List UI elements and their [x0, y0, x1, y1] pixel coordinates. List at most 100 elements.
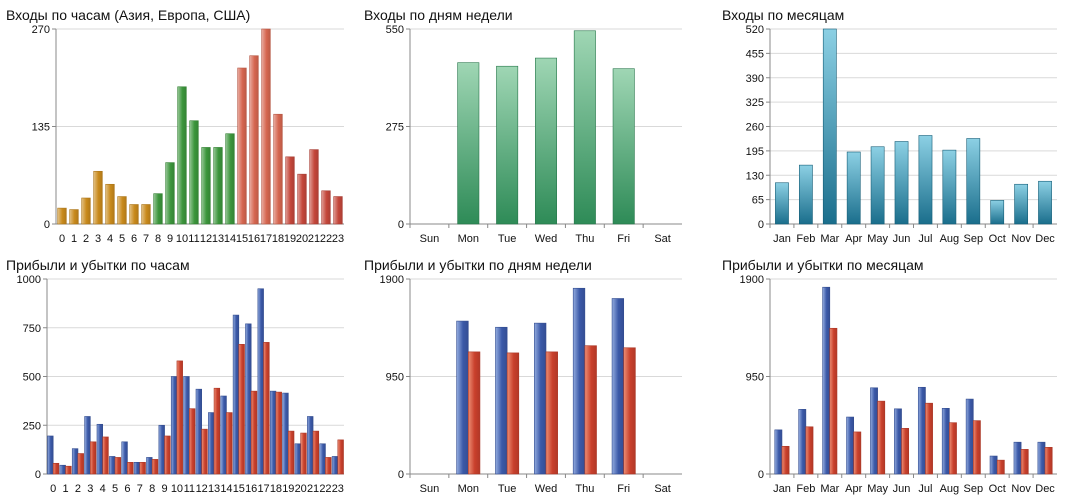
chart-svg: Входы по дням недели 0 275 550 Sun Mon Tue Wed T…	[364, 7, 682, 245]
x-tick-label: May	[867, 483, 888, 495]
chart-profit-loss-by-weekday: Прибыли и убытки по дням недели 0 950 1900 S…	[358, 250, 716, 500]
bar	[213, 147, 223, 225]
bar	[584, 345, 597, 475]
bar	[273, 113, 283, 225]
x-tick-label: 2	[83, 233, 89, 245]
x-tick-label: Aug	[940, 483, 960, 495]
bar	[1014, 183, 1029, 225]
x-tick-label: Sun	[420, 483, 440, 495]
x-tick-label: Apr	[845, 483, 862, 495]
x-tick-label: Oct	[989, 483, 1006, 495]
x-tick-label: 23	[332, 483, 344, 495]
chart-title: Входы по месяцам	[722, 7, 844, 23]
bar	[467, 351, 481, 475]
bar	[1038, 180, 1052, 225]
bar	[176, 360, 183, 475]
x-tick-label: 6	[131, 233, 137, 245]
bar	[105, 183, 115, 225]
x-tick-label: Sep	[964, 483, 984, 495]
bar	[321, 190, 331, 225]
x-tick-label: 23	[332, 233, 344, 245]
x-tick-label: 20	[296, 233, 308, 245]
bar	[220, 395, 227, 475]
bar	[71, 448, 79, 475]
x-tick-label: 8	[155, 233, 161, 245]
bar	[333, 196, 343, 225]
x-tick-label: 10	[171, 483, 183, 495]
bar	[189, 408, 196, 475]
chart-svg: Прибыли и убытки по дням недели 0 950 1900 S…	[364, 257, 682, 495]
x-tick-label: 2	[75, 483, 81, 495]
x-tick-label: Mon	[458, 233, 479, 245]
bar	[573, 30, 596, 225]
bar	[213, 387, 221, 475]
bar	[925, 402, 933, 475]
bar	[798, 164, 813, 225]
bar	[133, 462, 141, 475]
bar	[109, 456, 116, 475]
x-tick-label: 21	[307, 483, 319, 495]
bar	[117, 196, 127, 225]
bar	[47, 435, 54, 475]
chart-profit-loss-by-hour: Прибыли и убытки по часам 0 250 500 750 1000 0…	[0, 250, 358, 500]
y-tick-label: 65	[752, 195, 764, 207]
chart-svg: Прибыли и убытки по часам 0 250 500 750 1000 0…	[6, 257, 344, 495]
x-tick-label: 1	[63, 483, 69, 495]
x-tick-label: 20	[295, 483, 307, 495]
y-tick-label: 0	[44, 219, 50, 231]
x-tick-label: Sat	[654, 483, 671, 495]
bar	[153, 193, 163, 225]
bar	[121, 441, 128, 475]
x-tick-label: 9	[167, 233, 173, 245]
x-tick-label: 13	[208, 483, 220, 495]
bar	[894, 141, 909, 225]
bar	[158, 424, 165, 475]
x-tick-label: 0	[50, 483, 56, 495]
bar	[312, 430, 320, 475]
bar	[822, 28, 837, 225]
bar	[309, 149, 319, 225]
x-tick-label: 12	[196, 483, 208, 495]
x-tick-label: 4	[100, 483, 106, 495]
chart-title: Входы по дням недели	[364, 7, 513, 23]
y-tick-label: 1900	[380, 274, 404, 286]
bar	[870, 146, 885, 225]
y-tick-label: 550	[386, 24, 404, 36]
bar	[285, 156, 295, 225]
bar	[65, 465, 72, 475]
bar	[250, 390, 258, 475]
bar	[942, 149, 957, 225]
bar	[300, 432, 307, 475]
y-tick-label: 455	[746, 48, 764, 60]
chart-logins-by-hour: Входы по часам (Азия, Европа, США) 0 135 27…	[0, 0, 358, 250]
x-tick-label: 18	[270, 483, 282, 495]
y-tick-label: 135	[32, 122, 50, 134]
chart-title: Прибыли и убытки по дням недели	[364, 257, 592, 273]
bar	[189, 120, 199, 225]
bar	[238, 344, 245, 475]
bar	[829, 327, 838, 475]
x-tick-label: 22	[319, 483, 331, 495]
x-tick-label: Dec	[1035, 233, 1055, 245]
x-tick-label: Nov	[1011, 483, 1031, 495]
x-tick-label: 17	[260, 233, 272, 245]
x-tick-label: 4	[107, 233, 113, 245]
bar	[822, 286, 831, 475]
bar	[90, 441, 97, 475]
bar	[1013, 441, 1022, 475]
bar	[96, 423, 103, 475]
x-tick-label: 0	[59, 233, 65, 245]
y-tick-label: 1900	[740, 274, 764, 286]
x-tick-label: 7	[143, 233, 149, 245]
y-tick-label: 750	[23, 323, 41, 335]
bar	[495, 326, 508, 475]
bar	[612, 68, 635, 225]
x-tick-label: Apr	[845, 233, 862, 245]
bar	[129, 204, 139, 225]
bar	[232, 314, 240, 475]
x-tick-label: Feb	[796, 233, 815, 245]
bar	[1020, 449, 1029, 475]
x-tick-label: 7	[137, 483, 143, 495]
x-tick-label: 14	[224, 233, 236, 245]
x-tick-label: 13	[212, 233, 224, 245]
